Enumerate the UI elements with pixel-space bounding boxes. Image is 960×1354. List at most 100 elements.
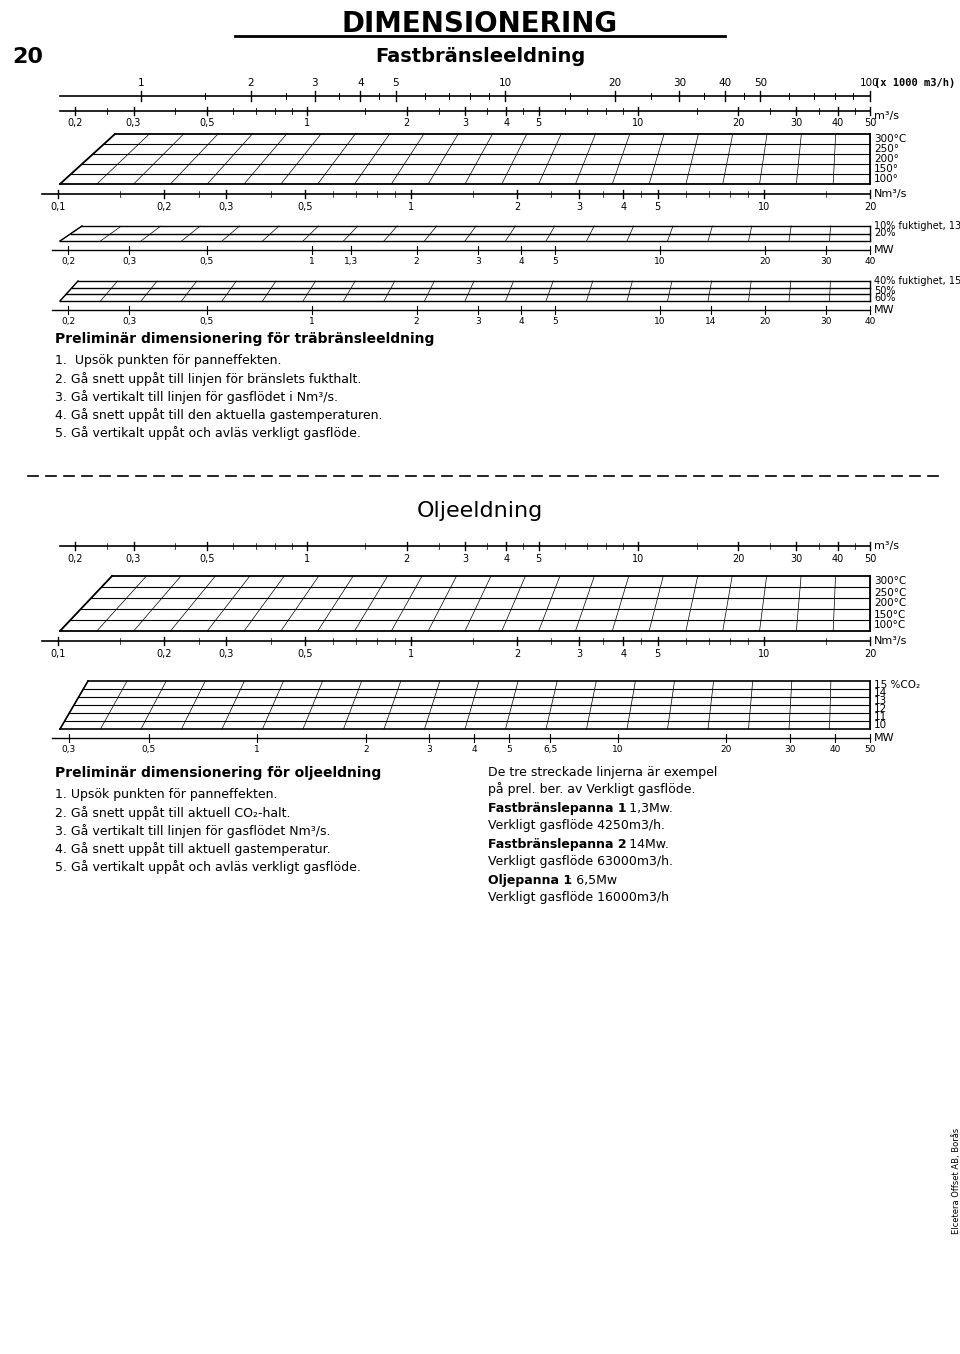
Text: 5: 5 [536,554,541,565]
Text: MW: MW [874,305,895,315]
Text: 11: 11 [874,712,887,722]
Text: 14: 14 [874,688,887,699]
Text: m³/s: m³/s [874,111,899,121]
Text: 10: 10 [757,649,770,659]
Text: Preliminär dimensionering för oljeeldning: Preliminär dimensionering för oljeeldnin… [55,766,381,780]
Text: 20: 20 [732,118,744,129]
Text: Fastbränslepanna 1: Fastbränslepanna 1 [488,802,627,815]
Text: 10: 10 [633,118,644,129]
Text: 1: 1 [408,202,414,213]
Text: 100: 100 [860,79,879,88]
Text: 1: 1 [137,79,144,88]
Text: 5: 5 [552,257,558,265]
Text: 0,3: 0,3 [126,554,141,565]
Text: 1: 1 [254,745,260,754]
Text: Elcetera Offset AB, Borås: Elcetera Offset AB, Borås [952,1128,960,1233]
Text: 3: 3 [475,257,481,265]
Text: 5. Gå vertikalt uppåt och avläs verkligt gasflöde.: 5. Gå vertikalt uppåt och avläs verkligt… [55,427,361,440]
Text: 0,5: 0,5 [200,317,214,326]
Text: 0,5: 0,5 [141,745,156,754]
Text: Verkligt gasflöde 63000m3/h.: Verkligt gasflöde 63000m3/h. [488,854,673,868]
Text: 3. Gå vertikalt till linjen för gasflödet i Nm³/s.: 3. Gå vertikalt till linjen för gasflöde… [55,390,338,403]
Text: 20: 20 [864,649,876,659]
Text: m³/s: m³/s [874,542,899,551]
Text: 4: 4 [518,257,524,265]
Text: 4: 4 [518,317,524,326]
Text: 1: 1 [408,649,414,659]
Text: 20: 20 [732,554,744,565]
Text: 0,2: 0,2 [156,649,172,659]
Text: 0,1: 0,1 [51,202,66,213]
Text: Fastbränslepanna 2: Fastbränslepanna 2 [488,838,627,852]
Text: 4. Gå snett uppåt till den aktuella gastemperaturen.: 4. Gå snett uppåt till den aktuella gast… [55,408,382,422]
Text: på prel. ber. av Verkligt gasflöde.: på prel. ber. av Verkligt gasflöde. [488,783,695,796]
Text: 250°C: 250°C [874,588,906,597]
Text: 10: 10 [757,202,770,213]
Text: 20: 20 [759,317,771,326]
Text: 5: 5 [655,649,660,659]
Text: 14: 14 [706,317,717,326]
Text: 3: 3 [311,79,318,88]
Text: 2: 2 [514,649,520,659]
Text: 0,3: 0,3 [219,202,234,213]
Text: 10: 10 [874,720,887,730]
Text: Fastbränsleeldning: Fastbränsleeldning [374,47,586,66]
Text: 5: 5 [536,118,541,129]
Text: Verkligt gasflöde 4250m3/h.: Verkligt gasflöde 4250m3/h. [488,819,665,831]
Text: 20: 20 [759,257,771,265]
Text: 30: 30 [821,317,832,326]
Text: 0,3: 0,3 [219,649,234,659]
Text: 1: 1 [309,317,315,326]
Text: 4: 4 [620,202,627,213]
Text: 10: 10 [633,554,644,565]
Text: 40: 40 [864,257,876,265]
Text: 0,3: 0,3 [122,257,136,265]
Text: 10: 10 [612,745,624,754]
Text: : 1,3Mw.: : 1,3Mw. [621,802,673,815]
Text: 1,3: 1,3 [345,257,358,265]
Text: : 6,5Mw: : 6,5Mw [568,873,617,887]
Text: 1: 1 [309,257,315,265]
Text: 4: 4 [620,649,627,659]
Text: 3: 3 [426,745,432,754]
Text: 20: 20 [864,202,876,213]
Text: MW: MW [874,245,895,255]
Text: 3. Gå vertikalt till linjen för gasflödet Nm³/s.: 3. Gå vertikalt till linjen för gasflöde… [55,825,330,838]
Text: Verkligt gasflöde 16000m3/h: Verkligt gasflöde 16000m3/h [488,891,669,904]
Text: 20: 20 [609,79,622,88]
Text: Oljeeldning: Oljeeldning [417,501,543,521]
Text: 0,2: 0,2 [60,257,75,265]
Text: 10: 10 [655,317,666,326]
Text: MW: MW [874,733,895,743]
Text: 4: 4 [503,118,510,129]
Text: : 14Mw.: : 14Mw. [621,838,669,852]
Text: 50: 50 [754,79,767,88]
Text: 10% fuktighet, 13% CO₂: 10% fuktighet, 13% CO₂ [874,221,960,232]
Text: 4: 4 [357,79,364,88]
Text: 40: 40 [829,745,841,754]
Text: 30: 30 [784,745,796,754]
Text: 250°: 250° [874,144,899,154]
Text: 2: 2 [414,257,420,265]
Text: 3: 3 [576,649,583,659]
Text: 2: 2 [414,317,420,326]
Text: 5: 5 [655,202,660,213]
Text: 15 %CO₂: 15 %CO₂ [874,680,920,691]
Text: 0,5: 0,5 [200,257,214,265]
Text: Oljepanna 1: Oljepanna 1 [488,873,572,887]
Text: 150°: 150° [874,164,899,175]
Text: De tre streckade linjerna är exempel: De tre streckade linjerna är exempel [488,766,717,779]
Text: Nm³/s: Nm³/s [874,190,907,199]
Text: 300°C: 300°C [874,577,906,586]
Text: 4: 4 [471,745,477,754]
Text: 30: 30 [673,79,686,88]
Text: 20%: 20% [874,229,896,238]
Text: 2. Gå snett uppåt till aktuell CO₂-halt.: 2. Gå snett uppåt till aktuell CO₂-halt. [55,806,291,821]
Text: 13: 13 [874,696,887,705]
Text: 60%: 60% [874,292,896,303]
Text: 5: 5 [506,745,512,754]
Text: 300°C: 300°C [874,134,906,144]
Text: 0,2: 0,2 [60,317,75,326]
Text: 50%: 50% [874,286,896,297]
Text: 0,5: 0,5 [200,118,215,129]
